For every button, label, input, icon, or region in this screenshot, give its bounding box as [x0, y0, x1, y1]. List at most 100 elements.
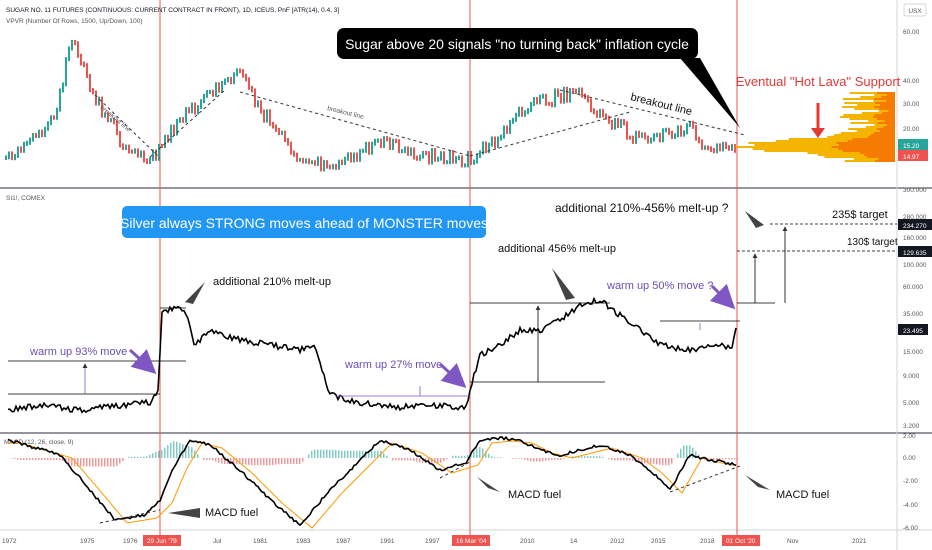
- silver-last-badge: [898, 324, 928, 335]
- sugar-column: [575, 88, 577, 95]
- macd-histogram-bar: [287, 458, 289, 464]
- time-highlight-3: 01 Oct '20: [726, 538, 756, 545]
- macd-histogram-bar: [548, 458, 550, 461]
- macd-histogram-bar: [464, 455, 466, 458]
- macd-trend-3: [669, 465, 741, 493]
- silver-price-axis[interactable]: 300.000 280.000 234.270 160.000 129.635 …: [898, 187, 932, 430]
- macd-histogram-bar: [737, 458, 739, 460]
- macd-histogram-bar: [731, 458, 733, 460]
- volume-bar-down: [847, 140, 895, 142]
- macd-histogram-bar: [122, 458, 124, 461]
- volume-bar-up: [874, 124, 887, 126]
- macd-histogram-bar: [647, 458, 649, 464]
- sugar-callout-box: [337, 28, 698, 59]
- macd-fuel-arrow-2: [477, 477, 500, 492]
- sugar-column: [479, 150, 481, 159]
- macd-histogram-bar: [455, 455, 457, 458]
- sugar-column: [164, 134, 166, 149]
- macd-histogram-bar: [83, 458, 85, 467]
- sugar-column: [125, 144, 127, 150]
- macd-histogram-bar: [551, 458, 553, 460]
- macd-histogram-bar: [518, 458, 520, 459]
- sugar-column: [143, 150, 145, 163]
- sugar-column: [521, 106, 523, 117]
- macd-histogram-bar: [53, 458, 55, 461]
- macd-histogram-bar: [179, 442, 181, 458]
- macd-histogram-bar: [725, 458, 727, 460]
- sugar-column: [719, 143, 721, 152]
- sugar-column: [386, 136, 388, 142]
- macd-histogram-bar: [326, 449, 328, 458]
- sugar-column: [194, 102, 196, 115]
- volume-bar-up: [878, 110, 889, 112]
- sugar-column: [347, 152, 349, 161]
- sugar-column: [680, 125, 682, 137]
- sugar-column: [692, 120, 694, 129]
- macd-histogram-bar: [617, 458, 619, 461]
- sugar-column: [251, 85, 253, 93]
- sugar-column: [533, 97, 535, 106]
- macd-histogram-bar: [26, 458, 28, 461]
- macd-histogram-bar: [395, 458, 397, 461]
- sugar-column: [176, 118, 178, 136]
- sugar-column: [182, 117, 184, 123]
- macd-histogram-bar: [206, 458, 208, 460]
- sugar-column: [449, 150, 451, 165]
- sugar-column: [167, 134, 169, 143]
- sugar-column: [179, 117, 181, 123]
- macd-histogram-bar: [320, 449, 322, 458]
- sugar-column: [80, 53, 82, 66]
- sugar-column: [419, 154, 421, 161]
- sugar-column: [722, 141, 724, 152]
- volume-bar-down: [881, 112, 895, 114]
- sugar-column: [362, 148, 364, 153]
- currency-button[interactable]: [903, 3, 927, 17]
- macd-axis[interactable]: 2.00 0.00 -2.00 -4.00 -6.00: [903, 433, 918, 532]
- sugar-column: [716, 143, 718, 154]
- sugar-column: [635, 130, 637, 144]
- macd-histogram-bar: [299, 458, 301, 464]
- sugar-column: [686, 123, 688, 135]
- sugar-column: [704, 145, 706, 150]
- macd-histogram-bar: [695, 451, 697, 458]
- macd-histogram-bar: [152, 453, 154, 458]
- macd-histogram-bar: [500, 457, 502, 458]
- volume-bar-up: [842, 98, 875, 100]
- macd-histogram-bar: [86, 458, 88, 467]
- macd-histogram-bar: [413, 458, 415, 461]
- sugar-column: [77, 41, 79, 58]
- sugar-column: [524, 110, 526, 117]
- warm27-arrow: [438, 362, 467, 389]
- macd-histogram-bar: [119, 458, 121, 464]
- macd-histogram-bar: [440, 458, 442, 463]
- silver-symbol-title: SI1!, COMEX: [6, 195, 46, 202]
- sugar-column: [5, 155, 7, 160]
- macd-fuel-label-3: MACD fuel: [776, 489, 829, 501]
- warm93-arrow: [128, 348, 157, 375]
- breakout-label-2: breakout line: [327, 105, 365, 121]
- macd-histogram-bar: [278, 458, 280, 465]
- macd-histogram-bar: [434, 458, 436, 463]
- sugar-column: [731, 144, 733, 151]
- target130-label: 130$ target: [847, 237, 898, 248]
- macd-histogram-bar: [146, 456, 148, 458]
- macd-histogram-bar: [293, 458, 295, 464]
- add-range-arrow: [745, 211, 764, 228]
- macd-histogram-bar: [641, 458, 643, 464]
- sugar-column: [296, 152, 298, 162]
- volume-bar-up: [844, 102, 875, 104]
- sugar-column: [185, 107, 187, 123]
- sugar-column: [656, 132, 658, 138]
- macd-histogram-bar: [104, 458, 106, 467]
- sugar-price-axis[interactable]: 60.00 40.00 30.00 20.00 15.20 14.97: [898, 29, 928, 161]
- time-axis[interactable]: 1972 1975 1976 29 Jun '79 Jul 1981 1983 …: [2, 535, 867, 546]
- sugar-column: [311, 160, 313, 165]
- macd-fuel-label-1: MACD fuel: [205, 507, 258, 519]
- sugar-column: [152, 149, 154, 162]
- sugar-column: [317, 156, 319, 166]
- vpvr-indicator-label: VPVR (Number Of Rows, 1500, Up/Down, 100…: [6, 18, 143, 25]
- macd-signal-line: [8, 440, 737, 529]
- breakout-line-5: [559, 89, 746, 136]
- sugar-column: [734, 144, 736, 153]
- macd-histogram-bar: [113, 458, 115, 467]
